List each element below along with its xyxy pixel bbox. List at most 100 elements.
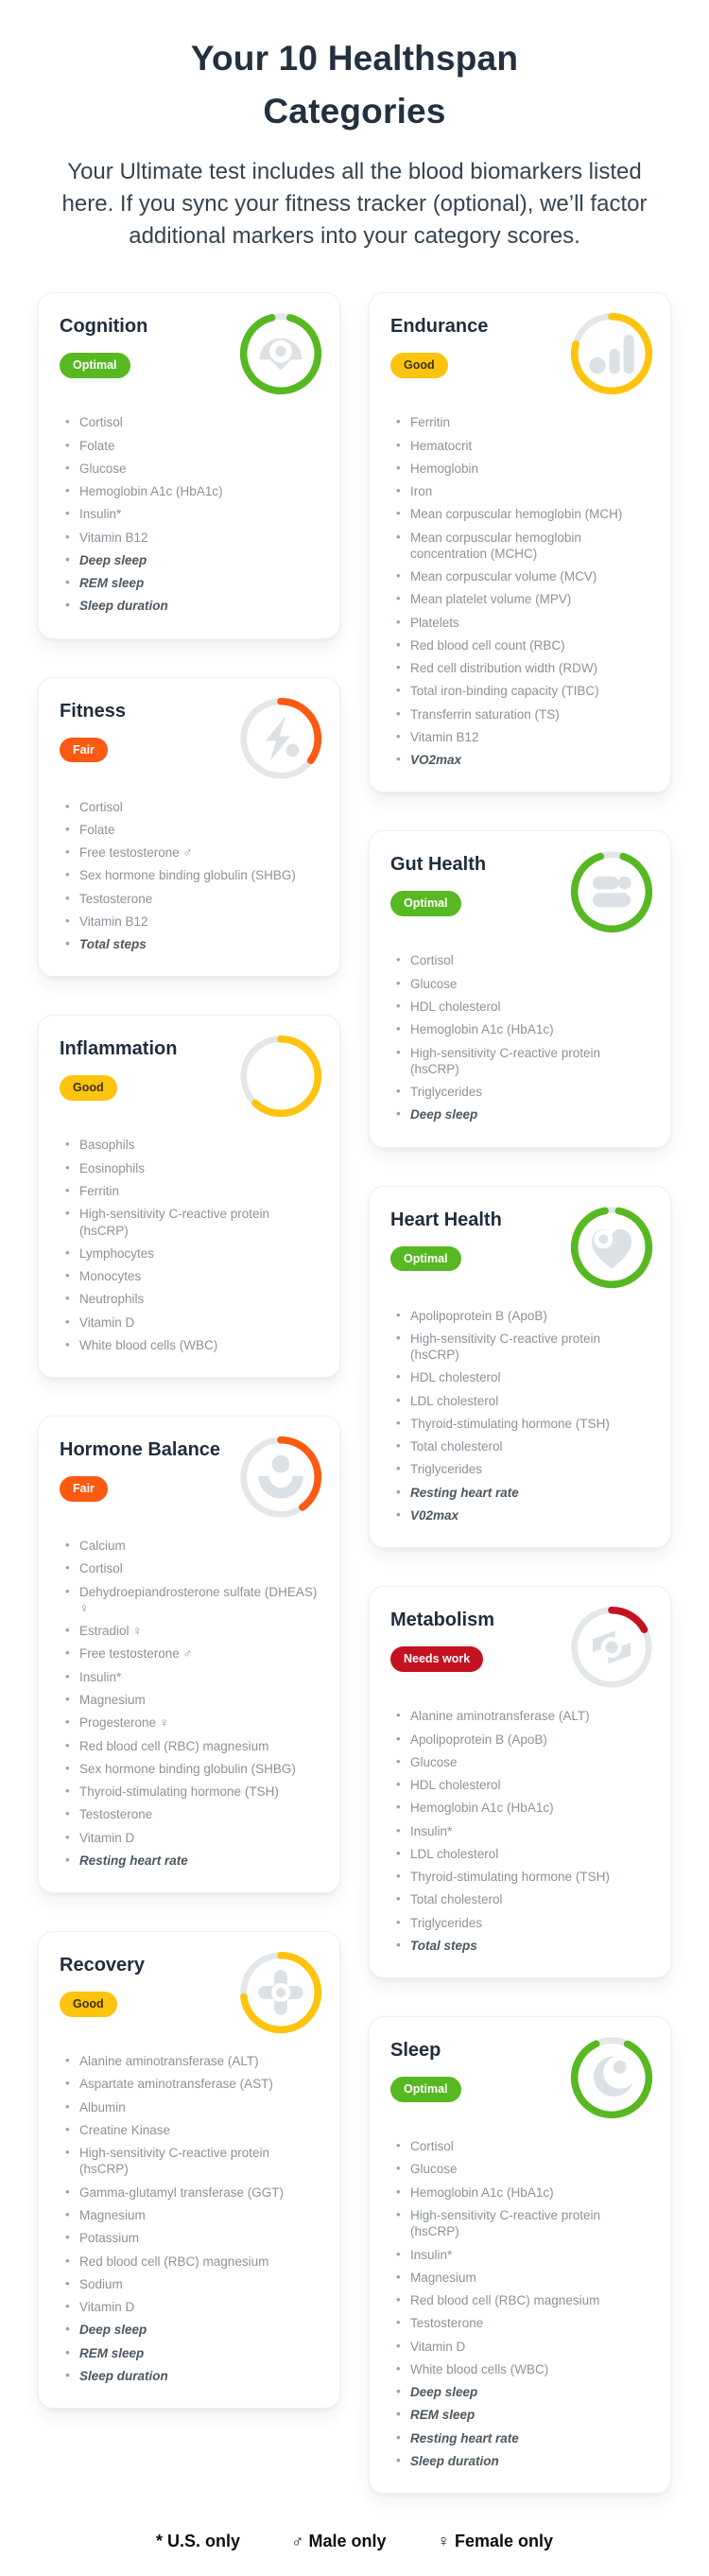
biomarker-item: Mean platelet volume (MPV) [390,591,651,607]
biomarker-item: Glucose [60,461,320,477]
category-card-sleep: Sleep Optimal Cortisol Glucose Hemoglobin A… [369,2016,671,2495]
biomarker-item: Calcium [60,1538,320,1554]
cross-icon [252,1964,309,2021]
biomarker-item: Deep sleep [390,1106,651,1123]
biomarker-item: Cortisol [60,414,320,430]
status-badge: Fair [60,1476,108,1502]
biomarker-item: Free testosterone ♂ [60,844,320,861]
biomarker-item: Folate [60,822,320,838]
biomarker-item: White blood cells (WBC) [60,1337,320,1353]
biomarker-item: Deep sleep [60,552,320,568]
card-header: Recovery Good [60,1951,322,2042]
biomarker-item: Alanine aminotransferase (ALT) [60,2053,320,2069]
biomarker-item: Platelets [390,615,651,631]
bolt-icon [252,710,309,767]
biomarker-item: Glucose [390,2161,651,2177]
biomarker-item: LDL cholesterol [390,1393,651,1409]
biomarker-item: Thyroid-stimulating hormone (TSH) [390,1416,651,1432]
biomarker-item: Triglycerides [390,1084,651,1100]
biomarker-item: Resting heart rate [390,1485,651,1501]
biomarker-item: Vitamin B12 [60,530,320,546]
biomarker-item: Red blood cell count (RBC) [390,637,651,653]
biomarker-item: Deep sleep [390,2384,651,2400]
legend-us-only: * U.S. only [155,2532,240,2551]
biomarker-item: Testosterone [60,1806,320,1822]
biomarker-list: Alanine aminotransferase (ALT) Aspartate … [60,2053,320,2384]
biomarker-item: Resting heart rate [390,2430,651,2446]
biomarker-item: Insulin* [60,506,320,522]
biomarker-item: Thyroid-stimulating hormone (TSH) [390,1869,651,1885]
biomarker-item: V02max [390,1507,651,1523]
left-column: Cognition Optimal Cortisol Folate Glucose He… [38,292,340,2410]
person-icon [252,1449,309,1506]
page-subtitle: Your Ultimate test includes all the bloo… [61,159,648,250]
biomarker-item: Albumin [60,2099,320,2115]
score-ring [237,1434,324,1521]
status-badge: Good [60,1075,117,1101]
biomarker-item: Deep sleep [60,2322,320,2338]
biomarker-item: Red blood cell (RBC) magnesium [60,1738,320,1754]
biomarker-item: Sodium [60,2276,320,2292]
biomarker-item: Creatine Kinase [60,2122,320,2138]
biomarker-item: Testosterone [390,2315,651,2331]
category-card-endurance: Endurance Good Ferritin Hematocrit Hemoglob… [369,292,671,793]
right-column: Endurance Good Ferritin Hematocrit Hemoglob… [369,292,671,2495]
score-ring [568,848,655,935]
category-grid: Cognition Optimal Cortisol Folate Glucose He… [38,292,671,2495]
metabolism-icon [583,1619,640,1676]
category-card-recovery: Recovery Good Alanine aminotransferase (A… [38,1931,340,2410]
biomarker-item: Insulin* [60,1669,320,1685]
biomarker-item: Eosinophils [60,1160,320,1176]
biomarker-item: Vitamin D [60,1830,320,1846]
biomarker-item: HDL cholesterol [390,1777,651,1793]
status-badge: Good [390,353,448,378]
biomarker-item: Apolipoprotein B (ApoB) [390,1732,651,1748]
status-badge: Optimal [390,891,461,916]
biomarker-item: Vitamin D [60,2299,320,2315]
card-header: Heart Health Optimal [390,1206,653,1297]
biomarker-item: Vitamin B12 [390,729,651,745]
biomarker-item: Vitamin B12 [60,914,320,930]
biomarker-list: Basophils Eosinophils Ferritin High-sensiti… [60,1137,320,1353]
biomarker-item: LDL cholesterol [390,1846,651,1862]
biomarker-item: Vitamin D [390,2339,651,2355]
biomarker-item: Insulin* [390,2247,651,2263]
biomarker-item: High-sensitivity C-reactive protein (hsC… [60,1206,320,1239]
score-ring [237,310,324,397]
biomarker-item: Magnesium [390,2270,651,2286]
status-badge: Optimal [60,353,130,378]
symbol-legend: * U.S. only ♂ Male only ♀ Female only [0,2532,709,2551]
biomarker-list: Apolipoprotein B (ApoB) High-sensitivity … [390,1308,651,1524]
category-title: Fitness [60,700,127,722]
biomarker-item: Total steps [390,1938,651,1954]
biomarker-item: High-sensitivity C-reactive protein (hsC… [390,2207,651,2240]
score-ring [568,2034,655,2121]
biomarker-item: Cortisol [60,799,320,815]
biomarker-item: Total cholesterol [390,1891,651,1907]
card-header: Sleep Optimal [390,2036,653,2127]
card-header: Inflammation Good [60,1035,322,1125]
category-title: Endurance [390,316,489,338]
biomarker-item: Vitamin D [60,1314,320,1331]
biomarker-item: High-sensitivity C-reactive protein (hsC… [60,2145,320,2178]
biomarker-item: Dehydroepiandrosterone sulfate (DHEAS) ♀ [60,1584,320,1617]
biomarker-item: Resting heart rate [60,1853,320,1869]
biomarker-item: Sleep duration [60,2368,320,2384]
category-card-hormone-balance: Hormone Balance Fair Calcium Cortisol Dehyd… [38,1416,340,1894]
biomarker-item: Glucose [390,1754,651,1770]
category-card-cognition: Cognition Optimal Cortisol Folate Glucose He… [38,292,340,639]
biomarker-item: Estradiol ♀ [60,1623,320,1639]
biomarker-item: Ferritin [60,1183,320,1199]
biomarker-item: Total cholesterol [390,1438,651,1454]
biomarker-item: Total steps [60,936,320,952]
category-card-heart-health: Heart Health Optimal Apolipoprotein B (Ap… [369,1185,671,1549]
card-header: Fitness Fair [60,697,322,788]
biomarker-item: Folate [60,438,320,454]
biomarker-list: Alanine aminotransferase (ALT) Apolipopro… [390,1708,651,1954]
card-header: Gut Health Optimal [390,850,653,941]
category-title: Cognition [60,316,148,338]
biomarker-item: Apolipoprotein B (ApoB) [390,1308,651,1324]
category-card-gut-health: Gut Health Optimal Cortisol Glucose HDL cho… [369,830,671,1148]
status-badge: Fair [60,737,108,763]
biomarker-item: Mean corpuscular volume (MCV) [390,568,651,584]
